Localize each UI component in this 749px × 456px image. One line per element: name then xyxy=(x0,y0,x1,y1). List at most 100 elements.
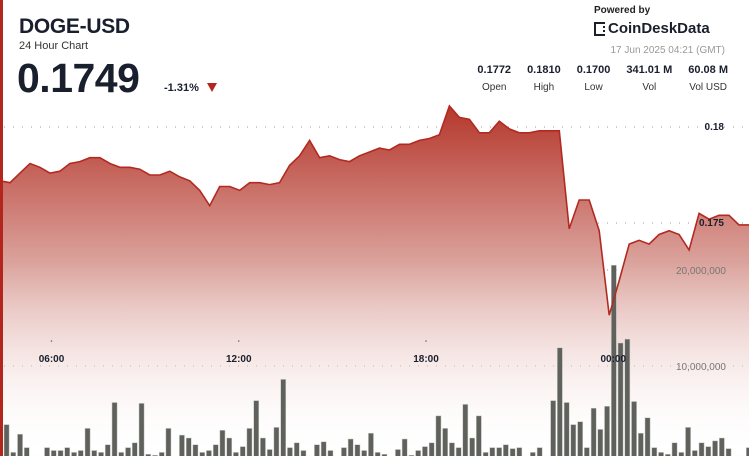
volume-bar xyxy=(509,448,516,456)
volume-bar xyxy=(374,452,381,456)
volume-bar xyxy=(651,447,658,456)
volume-bar xyxy=(84,428,91,456)
volume-bar xyxy=(455,447,462,456)
volume-bar xyxy=(239,446,246,456)
volume-bar xyxy=(442,428,448,456)
volume-bar xyxy=(98,452,104,456)
volume-bar xyxy=(415,450,421,456)
chart-subtitle: 24 Hour Chart xyxy=(19,40,89,52)
volume-bar xyxy=(428,442,435,456)
time-tick xyxy=(237,340,240,342)
volume-bar xyxy=(469,437,475,456)
volume-bar xyxy=(57,450,64,456)
volume-bar xyxy=(111,402,118,456)
volume-bar xyxy=(381,454,388,456)
stat-vol-usd: 60.08 M Vol USD xyxy=(688,64,728,93)
volume-bar xyxy=(206,450,212,456)
volume-bar xyxy=(118,452,125,456)
volume-bar xyxy=(23,447,30,456)
volume-bar xyxy=(91,450,98,456)
volume-bar xyxy=(698,442,705,456)
volume-bar xyxy=(158,452,165,456)
volume-bar xyxy=(145,454,152,456)
brand-name: CoinDeskData xyxy=(608,20,710,37)
volume-bar xyxy=(138,403,145,456)
volume-bar xyxy=(530,452,536,456)
powered-by: Powered by xyxy=(594,5,651,16)
time-tick-label: 18:00 xyxy=(413,354,439,365)
volume-bar xyxy=(590,407,597,456)
volume-bar xyxy=(557,347,563,456)
volume-bar xyxy=(401,438,408,456)
coindesk-logo-icon xyxy=(594,21,605,36)
stat-vol: 341.01 M Vol xyxy=(626,64,673,93)
volume-bar xyxy=(125,447,131,456)
volume-bar xyxy=(516,447,523,456)
volume-bar xyxy=(496,447,502,456)
volume-bar xyxy=(597,429,604,456)
accent-border xyxy=(0,0,3,456)
volume-bar xyxy=(71,452,77,456)
volume-bar xyxy=(719,437,725,456)
volume-bar xyxy=(617,342,624,456)
volume-bar xyxy=(658,452,664,456)
price-change: -1.31% xyxy=(164,82,199,94)
volume-bar xyxy=(503,444,509,456)
volume-bar xyxy=(287,447,293,456)
volume-bar xyxy=(395,449,401,456)
stats-row: 0.1772 Open 0.1810 High 0.1700 Low 341.01 M… xyxy=(461,64,728,93)
volume-bar xyxy=(10,452,17,456)
price-tick-label: 0.18 xyxy=(705,122,725,133)
price-line xyxy=(0,104,749,316)
volume-bar xyxy=(368,432,374,456)
volume-bar xyxy=(185,437,192,456)
stat-open: 0.1772 Open xyxy=(477,64,512,93)
volume-bar xyxy=(611,264,617,456)
time-tick-label: 00:00 xyxy=(600,354,626,365)
volume-bar xyxy=(179,434,185,456)
time-tick xyxy=(50,340,53,342)
volume-bar xyxy=(563,402,570,456)
volume-bar xyxy=(577,421,583,456)
volume-bar xyxy=(131,442,138,456)
volume-bar xyxy=(624,338,631,456)
volume-bar xyxy=(347,438,354,456)
volume-bar xyxy=(233,452,239,456)
volume-bar xyxy=(685,427,691,456)
volume-bar xyxy=(449,442,455,456)
stat-low: 0.1700 Low xyxy=(576,64,611,93)
stat-high: 0.1810 High xyxy=(527,64,561,93)
volume-bar xyxy=(246,428,253,456)
price-tick-label: 0.175 xyxy=(699,218,724,229)
volume-bar xyxy=(77,450,84,456)
volume-bar xyxy=(64,447,71,456)
coindesk-logo[interactable]: CoinDeskData xyxy=(594,20,710,37)
time-tick-label: 06:00 xyxy=(39,354,65,365)
volume-bar xyxy=(320,441,327,456)
volume-bar xyxy=(671,442,678,456)
volume-bar xyxy=(300,450,307,456)
timestamp: 17 Jun 2025 04:21 (GMT) xyxy=(610,45,725,56)
volume-bar xyxy=(293,442,300,456)
volume-bar xyxy=(226,437,233,456)
volume-bar xyxy=(212,444,219,456)
volume-bar xyxy=(550,400,556,456)
time-tick xyxy=(425,340,427,342)
volume-bar xyxy=(476,415,482,456)
volume-bar xyxy=(327,450,334,456)
volume-bar xyxy=(341,447,347,456)
time-tick xyxy=(612,340,615,342)
volume-bar xyxy=(165,428,172,456)
volume-bar xyxy=(219,430,226,456)
volume-bar xyxy=(435,415,442,456)
volume-bar xyxy=(253,400,260,456)
volume-bar xyxy=(692,450,698,456)
volume-bar xyxy=(604,406,610,456)
volume-bar xyxy=(17,433,23,456)
volume-bar xyxy=(725,448,732,456)
volume-bar xyxy=(44,447,50,456)
volume-bar xyxy=(584,447,590,456)
volume-bar xyxy=(3,424,10,456)
volume-bar xyxy=(50,450,57,456)
